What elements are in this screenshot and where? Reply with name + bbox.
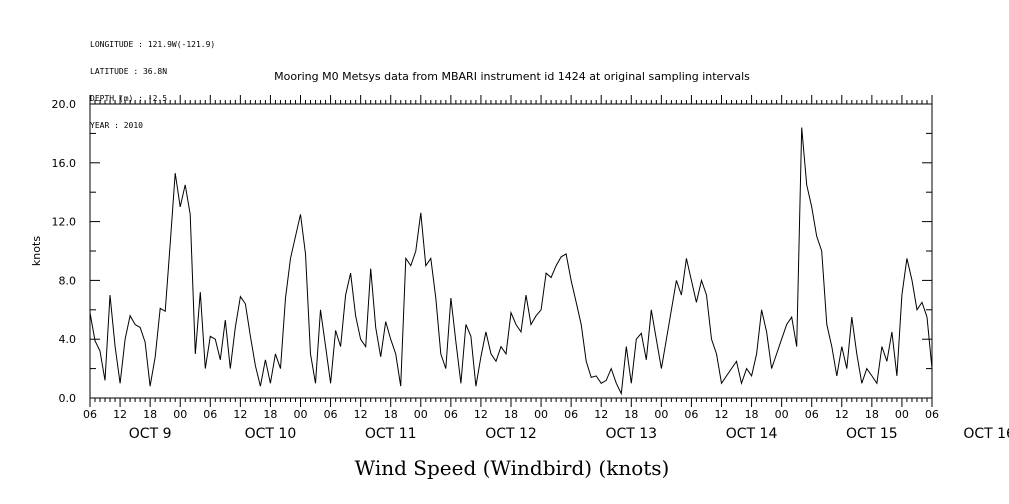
x-tick-labels: 06 12 18 00 06 12 18 00 06 12 18 00 06 12 18 00 06 12 18 00…	[83, 408, 939, 421]
y-tick-label: 0.0	[59, 392, 77, 405]
x-tick-label: 18	[624, 408, 638, 421]
y-tick-label: 4.0	[59, 333, 77, 346]
x-tick-label: 12	[715, 408, 729, 421]
y-tick-label: 16.0	[52, 157, 77, 170]
x-tick-label: 12	[835, 408, 849, 421]
x-tick-label: 18	[384, 408, 398, 421]
x-tick-label: 18	[745, 408, 759, 421]
x-day-labels: OCT 9 OCT 10 OCT 11 OCT 12 OCT 13 OCT 14 OCT 1…	[129, 426, 1009, 442]
x-tick-label: 06	[83, 408, 97, 421]
x-tick-label: 00	[173, 408, 187, 421]
x-tick-label: 06	[805, 408, 819, 421]
x-day-label: OCT 13	[605, 426, 657, 442]
x-tick-label: 06	[444, 408, 458, 421]
x-tick-label: 12	[354, 408, 368, 421]
metadata-block: LONGITUDE : 121.9W(-121.9) LATITUDE : 36…	[90, 22, 215, 139]
x-tick-label: 12	[113, 408, 127, 421]
x-tick-label: 00	[294, 408, 308, 421]
series-line-wind-speed	[89, 127, 933, 396]
x-day-label: OCT 11	[365, 426, 417, 442]
x-day-label: OCT 12	[485, 426, 537, 442]
x-tick-label: 06	[203, 408, 217, 421]
x-day-label: OCT 14	[726, 426, 778, 442]
x-tick-label: 12	[594, 408, 608, 421]
x-axis-label: Wind Speed (Windbird) (knots)	[355, 456, 670, 480]
x-tick-label: 06	[925, 408, 939, 421]
x-day-label: OCT 10	[245, 426, 297, 442]
x-tick-label: 06	[564, 408, 578, 421]
x-tick-label: 18	[263, 408, 277, 421]
x-tick-label: 00	[654, 408, 668, 421]
y-tick-label: 12.0	[52, 216, 77, 229]
x-day-label: OCT 15	[846, 426, 898, 442]
y-tick-label: 20.0	[52, 98, 77, 111]
x-tick-label: 00	[414, 408, 428, 421]
longitude-label: LONGITUDE : 121.9W(-121.9)	[90, 40, 216, 49]
latitude-label: LATITUDE : 36.8N	[90, 67, 168, 76]
axis-ticks	[89, 95, 933, 407]
y-tick-label: 8.0	[59, 274, 77, 287]
x-tick-label: 00	[775, 408, 789, 421]
x-tick-label: 06	[684, 408, 698, 421]
x-tick-label: 12	[233, 408, 247, 421]
x-tick-label: 00	[534, 408, 548, 421]
x-day-label: OCT 16	[963, 426, 1009, 442]
y-tick-labels: 0.0 4.0 8.0 12.0 16.0 20.0	[52, 98, 77, 405]
x-tick-label: 18	[865, 408, 879, 421]
chart-title: Mooring M0 Metsys data from MBARI instru…	[274, 70, 750, 83]
x-day-label: OCT 9	[129, 426, 172, 442]
plot-frame	[89, 103, 933, 399]
y-axis-label: knots	[30, 236, 43, 266]
x-tick-label: 06	[324, 408, 338, 421]
x-tick-label: 12	[474, 408, 488, 421]
depth-label: DEPTH (m) : -2.5	[90, 94, 168, 103]
year-label: YEAR : 2010	[90, 121, 143, 130]
x-tick-label: 00	[895, 408, 909, 421]
x-tick-label: 18	[504, 408, 518, 421]
x-tick-label: 18	[143, 408, 157, 421]
